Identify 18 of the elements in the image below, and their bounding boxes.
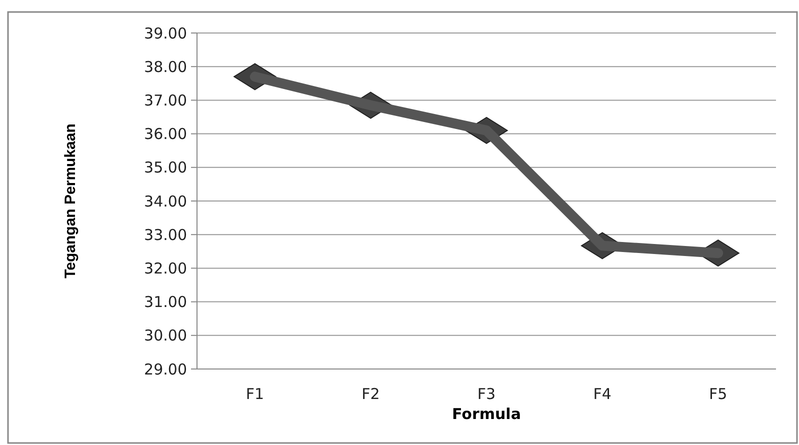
x-tick-label: F2 bbox=[362, 385, 380, 403]
y-tick-label: 32.00 bbox=[144, 259, 187, 278]
x-tick-label: F4 bbox=[593, 385, 612, 403]
y-tick-label: 33.00 bbox=[144, 226, 187, 244]
y-tick-label: 36.00 bbox=[144, 125, 187, 144]
x-tick-label: F5 bbox=[709, 385, 728, 403]
y-tick-label: 29.00 bbox=[144, 360, 187, 378]
y-tick-label: 30.00 bbox=[144, 326, 187, 345]
x-tick-label: F1 bbox=[246, 385, 264, 403]
y-tick-label: 37.00 bbox=[144, 91, 187, 110]
y-axis-title: Tegangan Permukaan bbox=[62, 124, 79, 278]
x-tick-label: F3 bbox=[477, 385, 496, 403]
y-tick-label: 35.00 bbox=[144, 158, 187, 177]
y-tick-label: 39.00 bbox=[144, 24, 187, 42]
y-tick-label: 38.00 bbox=[144, 58, 187, 76]
x-axis-title: Formula bbox=[452, 405, 521, 423]
y-tick-label: 31.00 bbox=[144, 293, 187, 312]
y-tick-label: 34.00 bbox=[144, 192, 187, 210]
